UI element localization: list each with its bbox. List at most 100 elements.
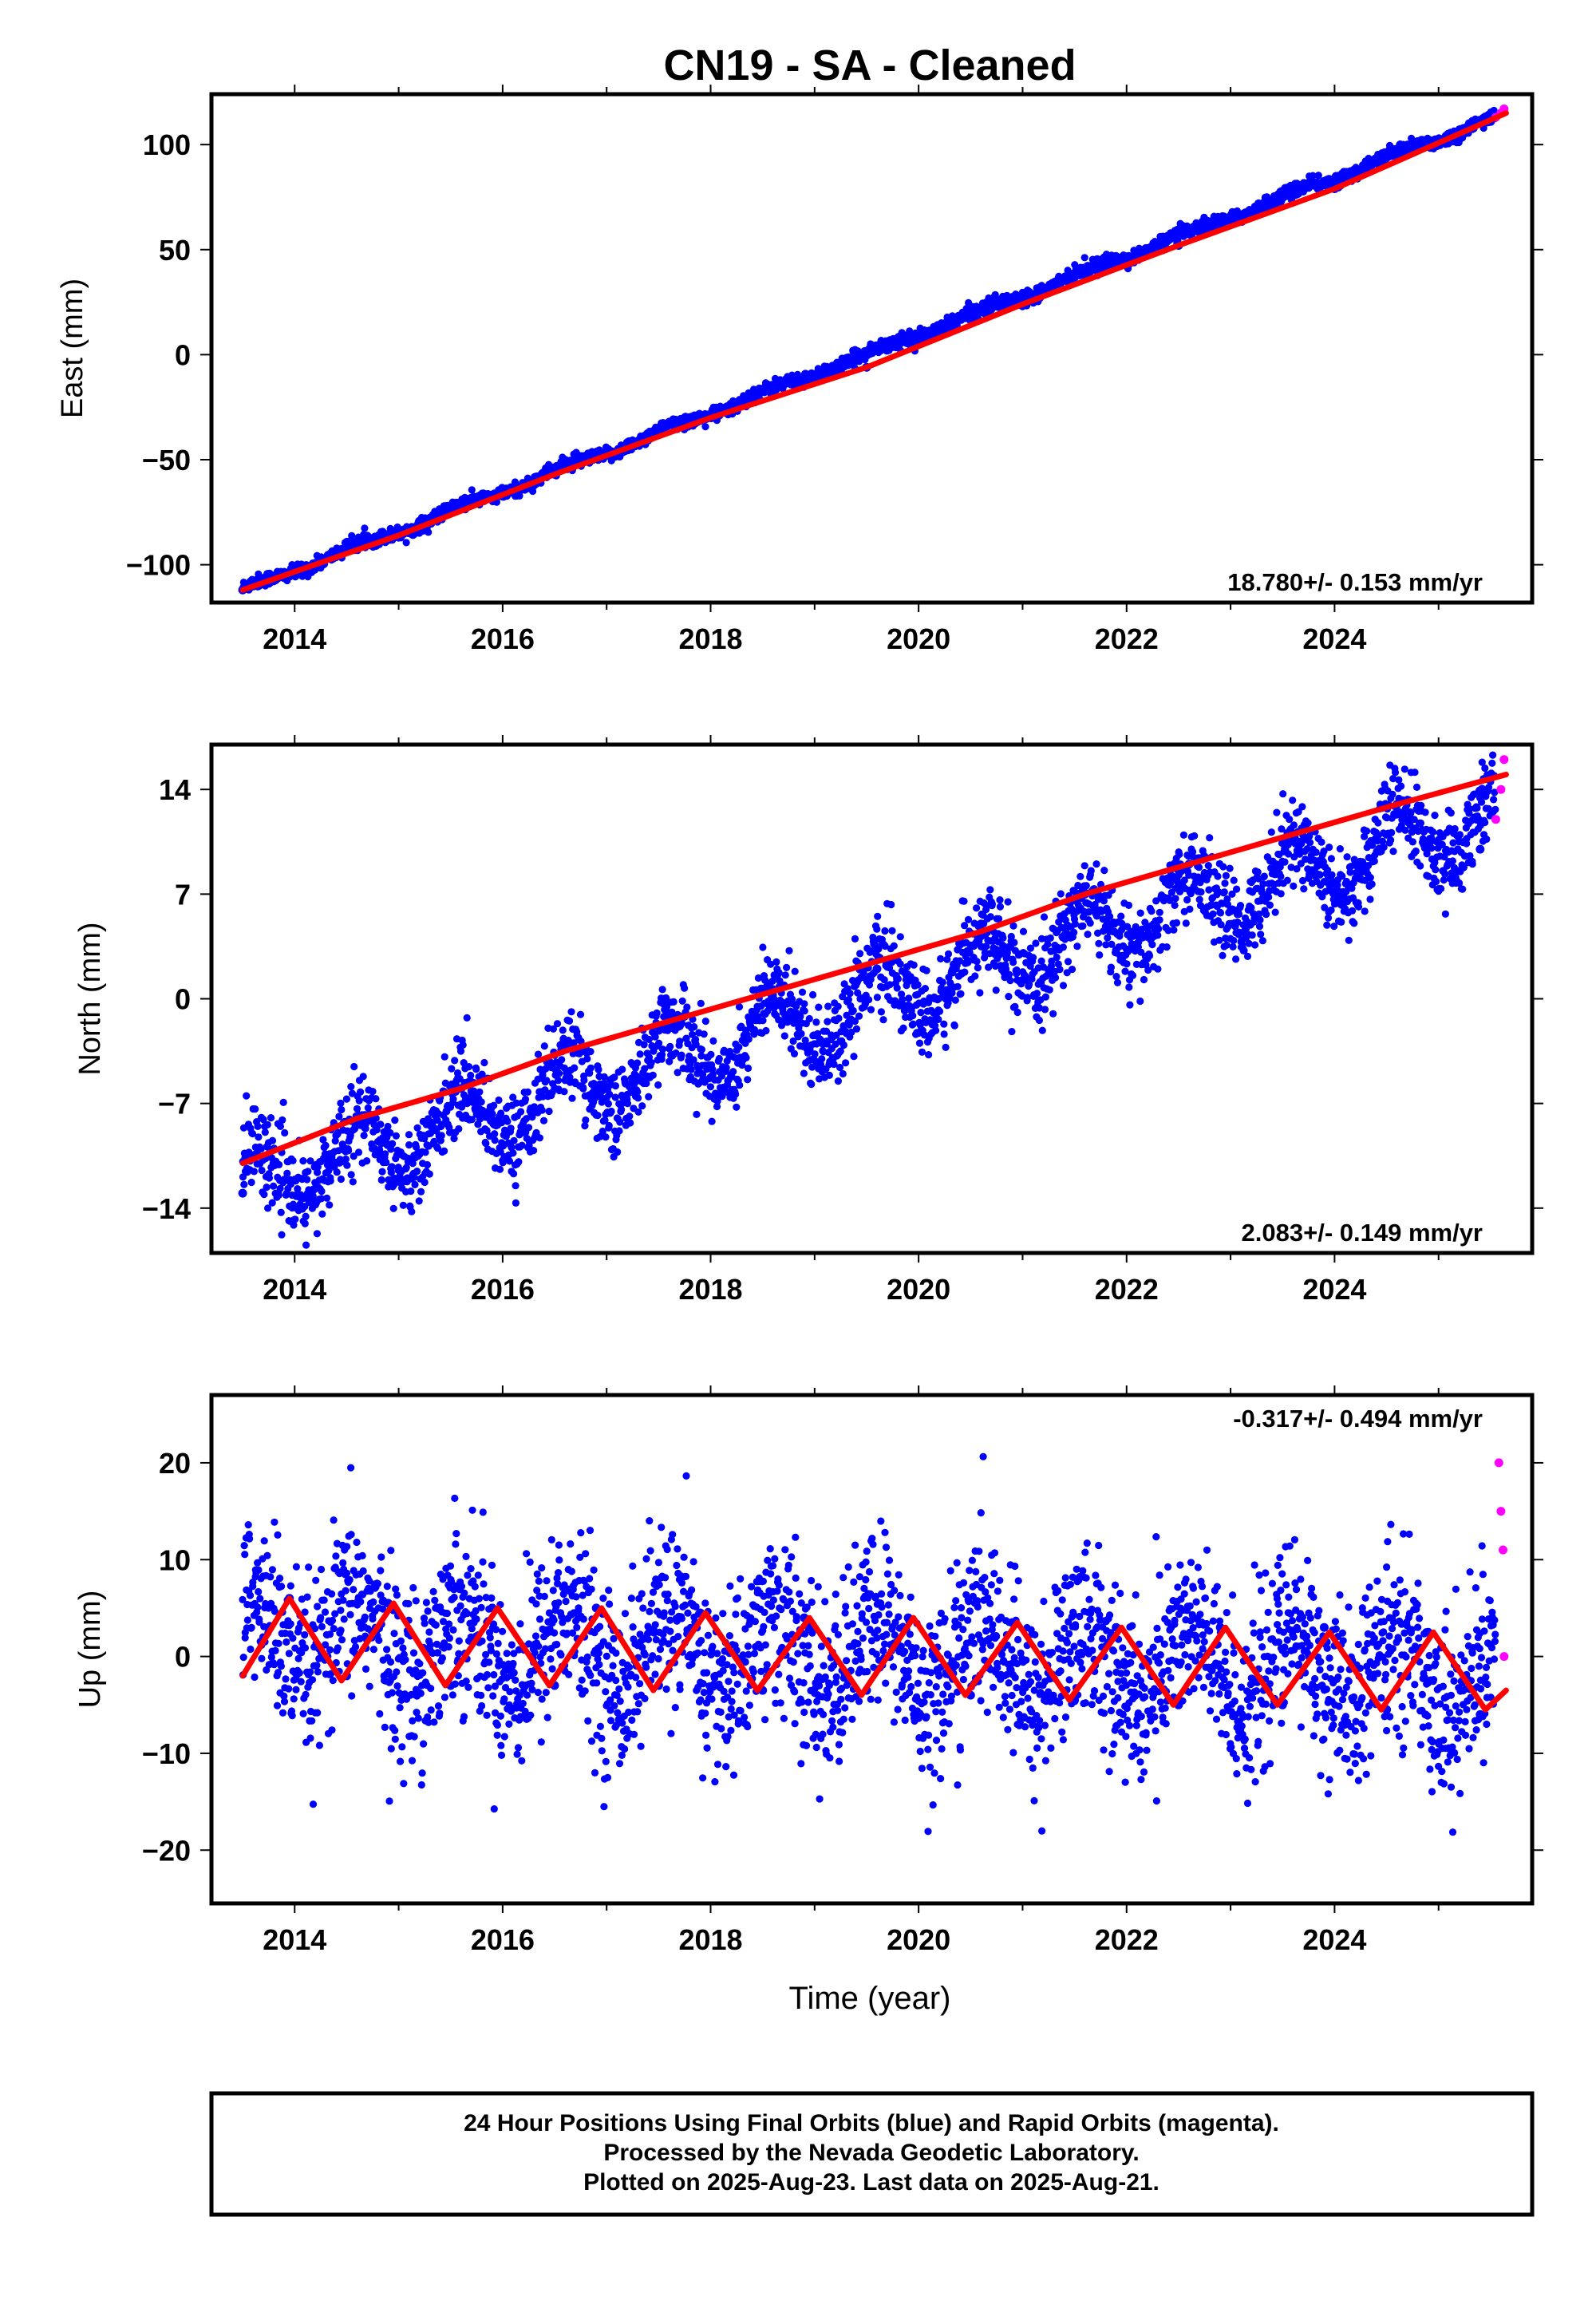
data-point	[750, 1026, 759, 1034]
data-point	[250, 1168, 258, 1176]
data-point	[1116, 932, 1124, 940]
data-point	[1182, 919, 1190, 927]
data-point	[896, 933, 904, 941]
data-point	[825, 1071, 833, 1079]
model-fit-line	[239, 110, 1509, 593]
data-point	[507, 1124, 515, 1132]
data-point	[488, 1110, 496, 1118]
data-point	[604, 1100, 613, 1108]
data-point	[988, 900, 996, 908]
data-point	[1232, 955, 1240, 963]
x-tick-label: 2022	[1095, 622, 1159, 655]
data-point	[1056, 966, 1064, 974]
data-point	[689, 1056, 697, 1064]
data-point	[1117, 926, 1126, 934]
data-point	[1068, 966, 1077, 974]
data-point	[1287, 864, 1295, 871]
data-point	[405, 1131, 413, 1139]
data-point	[697, 999, 705, 1007]
data-point	[1059, 943, 1067, 951]
data-point	[971, 972, 979, 980]
data-point	[1284, 850, 1293, 858]
data-point	[337, 1099, 345, 1107]
data-point	[1155, 925, 1163, 933]
data-point	[268, 1136, 277, 1144]
data-point	[859, 968, 867, 976]
data-point	[1223, 895, 1231, 903]
data-point	[326, 1177, 334, 1185]
data-point	[1045, 986, 1053, 994]
data-point	[1144, 966, 1152, 974]
data-point	[1205, 886, 1213, 894]
data-point	[934, 1015, 942, 1023]
data-point	[1009, 922, 1017, 930]
data-point	[1277, 890, 1285, 898]
data-point	[1204, 862, 1212, 870]
data-point	[1125, 983, 1133, 991]
data-point	[1025, 981, 1033, 989]
data-point	[905, 994, 913, 1002]
data-point	[483, 1126, 491, 1135]
data-point	[640, 1041, 648, 1049]
data-point	[893, 984, 901, 992]
data-point	[735, 1043, 743, 1051]
data-point	[973, 904, 981, 912]
data-point	[1121, 967, 1129, 975]
data-point	[880, 976, 888, 984]
data-point	[291, 1215, 299, 1223]
data-point	[854, 989, 862, 997]
data-point	[1236, 902, 1245, 910]
data-point	[901, 1006, 909, 1015]
data-point	[1243, 952, 1252, 960]
data-point	[413, 1124, 421, 1132]
data-point	[553, 1020, 562, 1028]
data-point	[982, 943, 990, 951]
data-point	[583, 1055, 591, 1063]
data-point	[1064, 958, 1073, 966]
data-point	[1171, 895, 1179, 903]
data-point	[653, 1009, 661, 1017]
data-point	[408, 1207, 416, 1215]
data-point	[1277, 872, 1285, 880]
data-point	[890, 942, 898, 950]
data-point	[917, 1009, 925, 1017]
data-point	[1032, 939, 1040, 947]
data-point	[630, 1079, 638, 1087]
data-point	[460, 1059, 468, 1067]
data-point	[257, 1144, 265, 1153]
data-point	[1226, 864, 1234, 872]
data-point	[1013, 1008, 1021, 1017]
data-point	[1029, 954, 1037, 962]
data-point	[517, 1108, 525, 1116]
data-point	[1267, 828, 1275, 836]
data-point	[1214, 872, 1222, 880]
data-point	[478, 1070, 486, 1078]
data-point	[323, 1194, 331, 1202]
data-point	[722, 1064, 730, 1072]
data-point	[909, 1020, 917, 1028]
data-point	[545, 1107, 553, 1116]
data-point	[1255, 910, 1263, 918]
data-point	[1283, 876, 1291, 884]
data-point	[964, 915, 973, 923]
data-point	[350, 1152, 358, 1160]
data-point	[856, 950, 864, 958]
data-point	[1080, 862, 1088, 870]
data-point	[1033, 990, 1041, 998]
data-point	[313, 1230, 321, 1238]
data-point	[1171, 901, 1179, 909]
data-point	[956, 957, 964, 965]
data-point	[363, 1157, 371, 1165]
data-point	[852, 1025, 861, 1033]
data-point	[1256, 916, 1264, 924]
data-point	[1005, 970, 1013, 978]
figure-title: CN19 - SA - Cleaned	[663, 41, 1076, 89]
data-point	[888, 927, 896, 935]
data-point	[1080, 254, 1088, 262]
data-point	[345, 1147, 353, 1155]
data-point	[808, 1081, 816, 1089]
data-point	[512, 1099, 520, 1107]
data-point	[391, 1117, 399, 1124]
data-point	[1314, 172, 1322, 180]
